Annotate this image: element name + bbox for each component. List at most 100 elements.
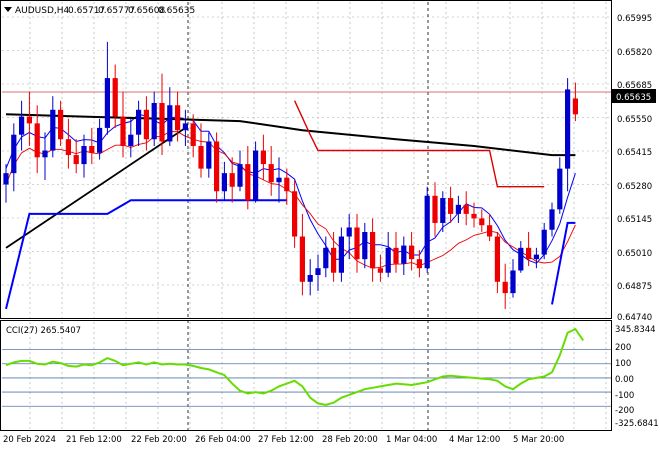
time-label: 27 Feb 12:00 — [258, 435, 314, 445]
price-panel-frame — [0, 0, 612, 319]
candle-body — [471, 213, 477, 219]
candle-body — [479, 218, 485, 226]
candle-body — [198, 146, 204, 169]
candle-body — [73, 155, 79, 165]
low-value: 0.65608 — [128, 6, 165, 16]
price-label: 0.65415 — [617, 148, 652, 158]
candle-body — [120, 116, 126, 146]
candle-body — [128, 134, 134, 146]
time-label: 28 Feb 20:00 — [322, 435, 378, 445]
price-axis: 0.65995 0.65820 0.65685 0.65550 0.65415 … — [612, 14, 656, 323]
candle-body — [510, 270, 516, 294]
slow-average-line — [5, 131, 576, 269]
time-label: 20 Feb 2024 — [3, 435, 56, 445]
current-price-badge — [612, 89, 656, 103]
cci-bottom-value: -325.6841 — [615, 419, 659, 429]
time-label: 5 Mar 20:00 — [513, 435, 564, 445]
candle-body — [253, 150, 259, 201]
candle-body — [151, 103, 157, 140]
candle-body — [175, 105, 181, 131]
candle-body — [34, 123, 40, 158]
candle-body — [370, 232, 376, 269]
candle-body — [214, 141, 220, 192]
support-trendline — [5, 127, 186, 249]
cci-level-label: 0.00 — [615, 375, 634, 385]
cci-panel-frame — [0, 320, 612, 431]
current-price-label: 0.65635 — [616, 93, 651, 103]
candle-body — [432, 195, 438, 223]
candle-body — [377, 268, 383, 273]
lower-step-band — [551, 221, 576, 305]
price-label: 0.64875 — [617, 282, 652, 292]
candle-body — [104, 78, 110, 128]
price-label: 0.65010 — [617, 249, 652, 259]
candle-body — [81, 146, 87, 165]
candle-body — [58, 109, 64, 140]
price-label: 0.65145 — [617, 215, 652, 225]
candle-body — [565, 89, 571, 169]
price-label: 0.65820 — [617, 48, 652, 58]
price-label: 0.65685 — [617, 81, 652, 91]
candle-body — [463, 204, 469, 214]
candle-body — [42, 150, 48, 158]
trailing-stop-line — [293, 100, 545, 188]
time-axis: 20 Feb 2024 21 Feb 12:00 22 Feb 20:00 26… — [3, 435, 564, 445]
candle-body — [206, 141, 212, 169]
time-label: 1 Mar 04:00 — [386, 435, 437, 445]
candle-body — [112, 78, 118, 117]
candle-body — [65, 139, 71, 156]
lower-step-band — [5, 199, 287, 310]
price-label: 0.65550 — [617, 115, 652, 125]
candle-body — [409, 245, 415, 260]
candle-body — [455, 204, 461, 214]
high-value: 0.65777 — [98, 6, 135, 16]
candle-body — [346, 227, 352, 237]
dropdown-triangle-icon[interactable] — [4, 7, 12, 12]
candle-body — [518, 247, 524, 271]
candle-body — [323, 247, 329, 269]
candle-body — [533, 254, 539, 260]
candle-body — [229, 173, 235, 187]
candle-body — [237, 164, 243, 187]
candle-body — [292, 191, 298, 237]
candle-body — [416, 259, 422, 269]
candle-body — [487, 225, 493, 237]
candle-body — [494, 236, 500, 282]
time-label: 26 Feb 04:00 — [195, 435, 251, 445]
candle-body — [338, 236, 344, 273]
candle-body — [276, 177, 282, 183]
candle-body — [315, 268, 321, 275]
cci-level-label: 100 — [615, 359, 631, 369]
cci-level-label: 200 — [615, 343, 631, 353]
cci-level-label: -200 — [615, 406, 634, 416]
candle-body — [143, 109, 149, 140]
cci-indicator — [2, 327, 611, 407]
candle-body — [424, 195, 430, 269]
candle-body — [448, 198, 454, 214]
candle-body — [159, 103, 165, 142]
candle-body — [502, 281, 508, 294]
candle-body — [50, 109, 56, 151]
candle-body — [393, 247, 399, 264]
candle-body — [245, 164, 251, 201]
candle-body — [572, 98, 578, 115]
candle-body — [331, 247, 337, 273]
candle-body — [557, 168, 563, 210]
candle-body — [26, 116, 32, 124]
time-label: 4 Mar 12:00 — [449, 435, 500, 445]
candle-body — [11, 134, 17, 174]
cci-axis: CCI(27) 265.5407 345.8344 200 100 0.00 -… — [6, 325, 659, 429]
price-label: 0.64740 — [617, 313, 652, 323]
candle-body — [362, 232, 368, 260]
candle-body — [268, 164, 274, 183]
candle-body — [89, 146, 95, 153]
candle-body — [354, 227, 360, 260]
cci-level-label: -100 — [615, 391, 634, 401]
candle-body — [136, 109, 142, 135]
candle-body — [19, 116, 25, 135]
candle-body — [401, 245, 407, 264]
candle-body — [221, 173, 227, 192]
candle-body — [3, 173, 9, 185]
price-label: 0.65995 — [617, 14, 652, 24]
